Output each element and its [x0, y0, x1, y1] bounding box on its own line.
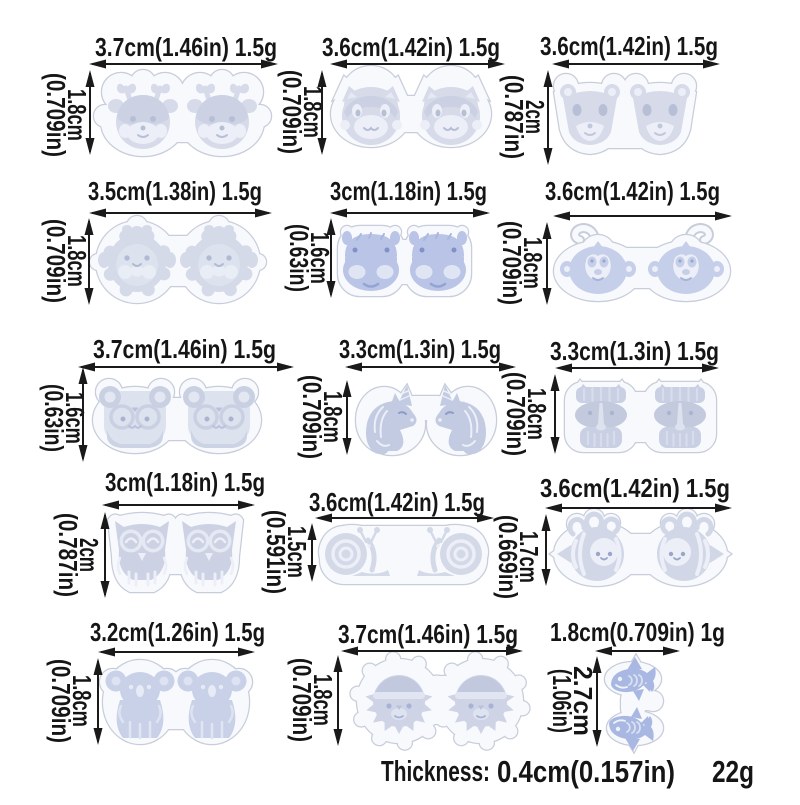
svg-text:2cm: 2cm [74, 538, 104, 572]
svg-text:(0.709in): (0.709in) [41, 73, 71, 157]
svg-text:(0.709in): (0.709in) [287, 658, 317, 742]
svg-text:(1.06in): (1.06in) [547, 669, 577, 733]
svg-text:1.8cm: 1.8cm [67, 675, 97, 727]
svg-text:(0.709in): (0.709in) [41, 219, 71, 303]
svg-text:(0.787in): (0.787in) [499, 75, 529, 159]
svg-text:3.5cm(1.38in) 1.5g: 3.5cm(1.38in) 1.5g [88, 176, 262, 206]
svg-text:(0.63in): (0.63in) [39, 384, 69, 452]
svg-text:1.8cm: 1.8cm [308, 674, 338, 726]
svg-text:1.6cm: 1.6cm [60, 392, 90, 444]
svg-text:3.6cm(1.42in) 1.5g: 3.6cm(1.42in) 1.5g [309, 487, 485, 517]
svg-text:1.8cm: 1.8cm [62, 235, 92, 287]
svg-text:3.7cm(1.46in) 1.5g: 3.7cm(1.46in) 1.5g [338, 619, 518, 649]
svg-text:1.8cm: 1.8cm [522, 388, 552, 440]
svg-text:(0.709in): (0.709in) [501, 372, 531, 456]
svg-text:(0.787in): (0.787in) [53, 513, 83, 597]
svg-text:2cm: 2cm [520, 100, 550, 134]
svg-text:(0.709in): (0.709in) [497, 221, 527, 305]
svg-text:(0.669in): (0.669in) [493, 515, 523, 599]
svg-text:3.7cm(1.46in) 1.5g: 3.7cm(1.46in) 1.5g [93, 334, 276, 364]
svg-text:3cm(1.18in) 1.5g: 3cm(1.18in) 1.5g [105, 467, 265, 497]
svg-text:(0.709in): (0.709in) [277, 70, 307, 154]
svg-text:3.6cm(1.42in) 1.5g: 3.6cm(1.42in) 1.5g [545, 176, 720, 206]
svg-text:1.7cm: 1.7cm [514, 531, 544, 583]
svg-text:1.8cm: 1.8cm [518, 237, 548, 289]
svg-text:3.6cm(1.42in) 1.5g: 3.6cm(1.42in) 1.5g [540, 31, 718, 61]
svg-text:(0.63in): (0.63in) [284, 224, 314, 292]
svg-text:3.3cm(1.3in) 1.5g: 3.3cm(1.3in) 1.5g [339, 334, 501, 364]
svg-text:3.2cm(1.26in) 1.5g: 3.2cm(1.26in) 1.5g [90, 617, 265, 647]
svg-text:0.4cm(0.157in): 0.4cm(0.157in) [497, 754, 675, 789]
svg-text:1.8cm: 1.8cm [318, 391, 348, 443]
svg-text:3.7cm(1.46in) 1.5g: 3.7cm(1.46in) 1.5g [95, 32, 277, 62]
svg-text:3.6cm(1.42in) 1.5g: 3.6cm(1.42in) 1.5g [540, 473, 730, 503]
svg-text:1.8cm(0.709in) 1g: 1.8cm(0.709in) 1g [550, 617, 725, 647]
svg-text:(0.709in): (0.709in) [297, 375, 327, 459]
svg-text:3cm(1.18in) 1.5g: 3cm(1.18in) 1.5g [330, 176, 487, 206]
svg-text:1.8cm: 1.8cm [62, 89, 92, 141]
svg-text:(0.591in): (0.591in) [261, 510, 291, 594]
svg-text:2.7cm: 2.7cm [568, 666, 598, 736]
svg-text:(0.709in): (0.709in) [46, 659, 76, 743]
svg-text:3.6cm(1.42in) 1.5g: 3.6cm(1.42in) 1.5g [322, 32, 500, 62]
svg-text:22g: 22g [712, 754, 754, 789]
svg-text:Thickness:: Thickness: [381, 756, 490, 788]
svg-text:3.3cm(1.3in) 1.5g: 3.3cm(1.3in) 1.5g [550, 336, 719, 366]
svg-text:1.5cm: 1.5cm [282, 526, 312, 578]
